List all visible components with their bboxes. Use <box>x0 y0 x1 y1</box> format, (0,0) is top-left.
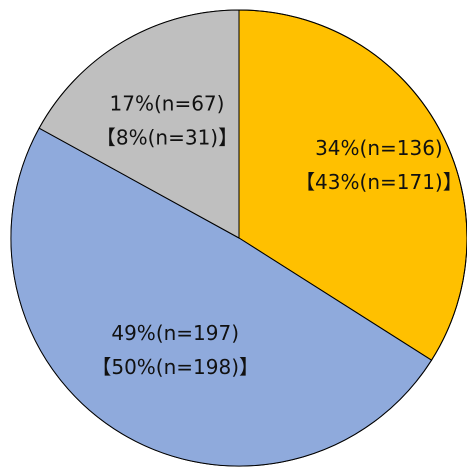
slice-label-sub-1: 【50%(n=198)】 <box>91 355 259 379</box>
pie-slice-2 <box>38 9 240 239</box>
slice-label-main-1: 49%(n=197) <box>111 321 239 345</box>
slice-label-sub-0: 【43%(n=171)】 <box>295 170 463 194</box>
slice-label-main-0: 34%(n=136) <box>315 136 443 160</box>
slice-label-main-2: 17%(n=67) <box>110 91 225 115</box>
pie-slice-1 <box>10 127 433 467</box>
slice-label-sub-2: 【8%(n=31)】 <box>96 125 238 149</box>
